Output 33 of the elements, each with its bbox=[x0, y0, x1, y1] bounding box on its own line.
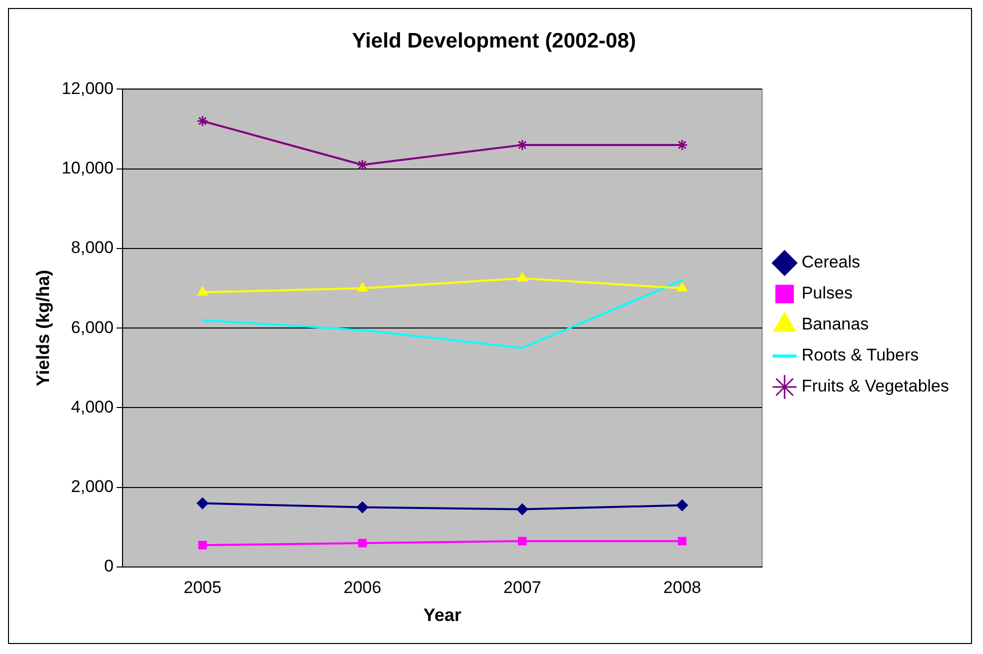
point bbox=[198, 540, 207, 550]
legend-label: Cereals bbox=[802, 252, 860, 272]
y-tick-label: 0 bbox=[104, 556, 114, 576]
x-tick-label: 2007 bbox=[503, 578, 542, 597]
point bbox=[516, 504, 528, 516]
point bbox=[356, 502, 368, 514]
legend-label: Bananas bbox=[802, 314, 869, 334]
point bbox=[358, 538, 367, 548]
x-axis-title: Year bbox=[423, 605, 462, 626]
x-tick-label: 2006 bbox=[343, 578, 382, 597]
legend-label: Fruits & Vegetables bbox=[802, 376, 950, 396]
point bbox=[357, 282, 368, 292]
point bbox=[356, 159, 368, 171]
legend-label: Pulses bbox=[802, 284, 853, 303]
legend-label: Roots & Tubers bbox=[802, 346, 919, 365]
point bbox=[518, 536, 527, 546]
y-tick-label: 4,000 bbox=[71, 397, 114, 416]
point bbox=[676, 500, 688, 512]
y-tick-label: 10,000 bbox=[62, 158, 114, 178]
y-tick-label: 12,000 bbox=[62, 78, 114, 98]
y-tick-label: 6,000 bbox=[71, 318, 114, 337]
chart-title: Yield Development (2002-08) bbox=[352, 29, 636, 52]
point bbox=[677, 282, 688, 292]
y-tick-label: 2,000 bbox=[71, 477, 114, 496]
point bbox=[678, 536, 686, 546]
y-axis-title: Yields (kg/ha) bbox=[32, 270, 53, 386]
x-tick-label: 2008 bbox=[663, 578, 702, 597]
x-tick-label: 2005 bbox=[184, 578, 222, 597]
point bbox=[517, 272, 528, 282]
y-tick-label: 8,000 bbox=[71, 238, 114, 258]
point bbox=[197, 286, 208, 296]
point bbox=[196, 115, 208, 127]
point bbox=[196, 498, 208, 510]
